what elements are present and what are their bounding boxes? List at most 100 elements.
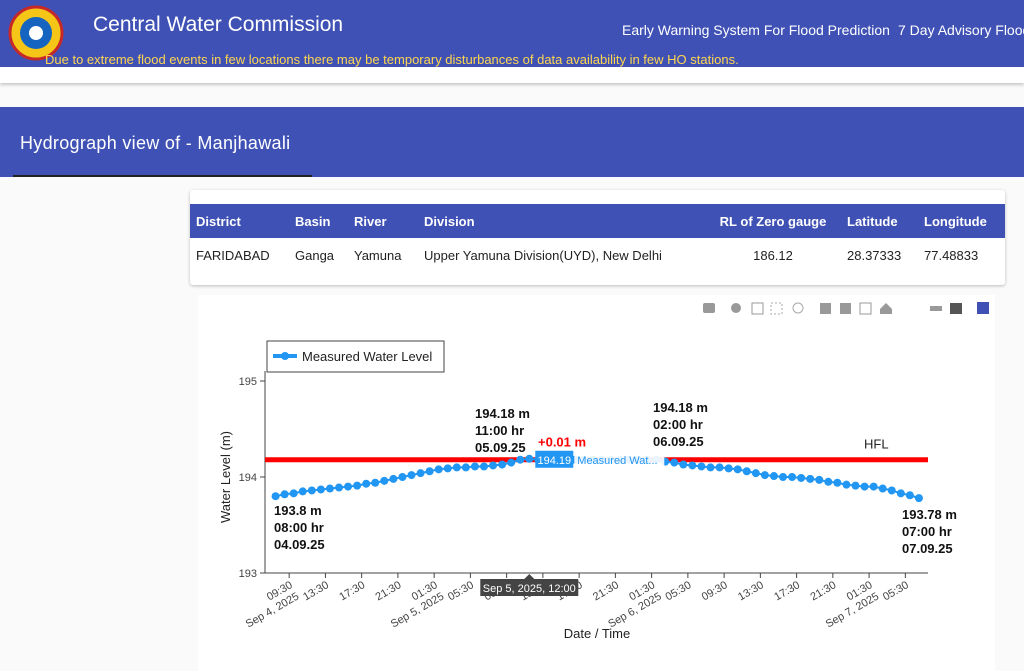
y-tick-label: 193	[239, 568, 257, 580]
x-tick-label: 13:30	[301, 579, 331, 603]
data-point	[371, 478, 380, 487]
x-tick-label: 13:30	[736, 579, 766, 603]
x-tick-label-group: 05:30	[446, 579, 476, 603]
nav-link[interactable]: Early Warning System For Flood Predictio…	[622, 22, 890, 38]
x-tick-label-group: 21:30	[591, 579, 621, 603]
hover-x-box	[480, 579, 579, 596]
data-point	[461, 463, 470, 472]
section-title: Hydrograph view of - Manjhawali	[20, 133, 291, 153]
modebar-button[interactable]	[703, 303, 715, 313]
modebar-button[interactable]	[859, 302, 872, 315]
toolbar-strip	[0, 67, 1024, 83]
logo[interactable]	[8, 5, 64, 61]
notice: Due to extreme flood events in few locat…	[45, 52, 739, 67]
x-tick-label-group: 09:30	[700, 579, 730, 603]
data-point	[779, 473, 788, 481]
data-point	[860, 482, 869, 491]
data-point	[670, 458, 679, 467]
annotation: 07.09.25	[902, 541, 953, 556]
annotation: 02:00 hr	[653, 417, 703, 432]
data-point	[325, 484, 334, 493]
hover-name-box	[574, 450, 665, 468]
data-point	[280, 490, 289, 499]
modebar-button[interactable]	[880, 303, 892, 314]
annotation: 06.09.25	[653, 434, 704, 449]
data-point	[724, 464, 733, 473]
data-point	[869, 482, 878, 491]
data-point	[760, 471, 769, 480]
modebar-button[interactable]	[820, 303, 831, 314]
x-tick-label-group: 17:30	[772, 579, 802, 603]
legend-swatch-dot	[281, 352, 289, 360]
data-point	[443, 464, 452, 473]
annotation: 08:00 hr	[274, 520, 324, 535]
data-point	[344, 482, 353, 491]
x-tick-label-group: 05:30	[881, 579, 911, 603]
data-point	[751, 469, 760, 478]
data-point	[271, 492, 280, 501]
data-point	[697, 462, 706, 471]
modebar-button[interactable]	[930, 306, 942, 311]
data-point	[362, 479, 371, 488]
modebar-button[interactable]	[950, 303, 962, 314]
data-point	[788, 473, 797, 481]
td: 28.37333	[847, 247, 902, 263]
reference-label: HFL	[864, 437, 889, 452]
td: Upper Yamuna Division(UYD), New Delhi	[424, 247, 662, 263]
annotation: 193.78 m	[902, 507, 957, 522]
data-point	[706, 463, 715, 472]
data-point	[842, 480, 851, 489]
data-point	[298, 487, 307, 496]
modebar-button[interactable]	[977, 302, 989, 314]
y-tick-label: 195	[239, 376, 257, 388]
x-tick-label: 05:30	[881, 579, 911, 603]
y-axis-title: Water Level (m)	[218, 431, 233, 523]
y-tick-label: 194	[239, 472, 257, 484]
data-point	[452, 463, 461, 472]
app-header: Central Water Commission Early Warning S…	[0, 0, 1024, 67]
th: Longitude	[918, 204, 1005, 238]
data-point	[307, 486, 316, 495]
x-tick-label: 05:30	[446, 579, 476, 603]
legend-label: Measured Water Level	[302, 349, 432, 364]
th: Basin	[289, 204, 348, 238]
data-point	[398, 473, 407, 481]
data-point	[498, 460, 507, 469]
x-tick-label: 21:30	[809, 579, 839, 603]
data-point	[914, 494, 923, 503]
td: Yamuna	[354, 247, 402, 263]
header-row: District Basin River Division RL of Zero…	[190, 204, 1005, 238]
data-point	[516, 455, 525, 464]
modebar-button[interactable]	[751, 302, 764, 315]
hover-box	[535, 450, 574, 468]
data-point	[851, 481, 860, 490]
modebar-button[interactable]	[731, 303, 741, 313]
data-point	[806, 474, 815, 483]
data-point	[380, 476, 389, 485]
hover-x-pointer	[524, 574, 535, 579]
annotation: 05.09.25	[475, 440, 526, 455]
hover-value: 194.19	[537, 455, 571, 467]
modebar-button[interactable]	[792, 302, 804, 314]
data-point	[815, 475, 824, 484]
hover-x-label: Sep 5, 2025, 12:00	[483, 583, 576, 595]
modebar-button[interactable]	[840, 303, 851, 314]
data-point	[407, 471, 416, 480]
nav-link[interactable]: 7 Day Advisory Flood	[898, 22, 1024, 38]
exceedance-label: +0.01 m	[538, 435, 586, 450]
x-tick-label: 17:30	[772, 579, 802, 603]
data-point	[679, 460, 688, 469]
data-point	[335, 483, 344, 492]
modebar	[703, 302, 989, 315]
modebar-button[interactable]	[770, 302, 783, 315]
data-point	[416, 469, 425, 478]
data-point	[797, 473, 806, 482]
x-tick-label-group: 17:30	[337, 579, 367, 603]
x-tick-label-group: 13:30	[736, 579, 766, 603]
x-tick-label: 09:30	[700, 579, 730, 603]
th: Division	[418, 204, 705, 238]
data-point	[824, 477, 833, 486]
x-tick-label-group: 13:30	[301, 579, 331, 603]
x-tick-label: 05:30	[664, 579, 694, 603]
